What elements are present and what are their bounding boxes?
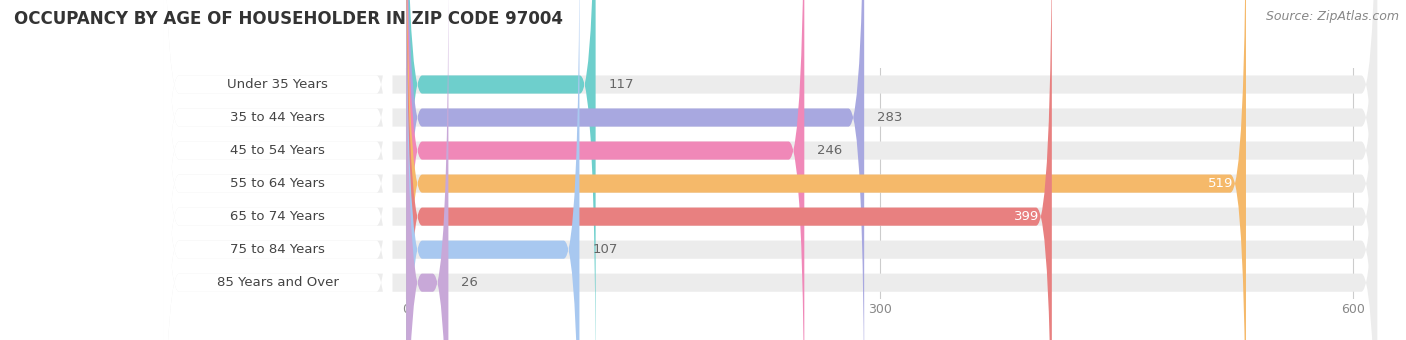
- FancyBboxPatch shape: [163, 0, 1376, 340]
- Text: Under 35 Years: Under 35 Years: [228, 78, 328, 91]
- Text: Source: ZipAtlas.com: Source: ZipAtlas.com: [1265, 10, 1399, 23]
- Text: 283: 283: [877, 111, 903, 124]
- FancyBboxPatch shape: [163, 0, 392, 340]
- FancyBboxPatch shape: [163, 0, 1376, 340]
- Text: 55 to 64 Years: 55 to 64 Years: [231, 177, 325, 190]
- Text: 75 to 84 Years: 75 to 84 Years: [231, 243, 325, 256]
- FancyBboxPatch shape: [163, 0, 1376, 340]
- FancyBboxPatch shape: [406, 0, 1246, 340]
- FancyBboxPatch shape: [406, 0, 804, 340]
- FancyBboxPatch shape: [163, 0, 392, 340]
- Text: OCCUPANCY BY AGE OF HOUSEHOLDER IN ZIP CODE 97004: OCCUPANCY BY AGE OF HOUSEHOLDER IN ZIP C…: [14, 10, 562, 28]
- FancyBboxPatch shape: [163, 0, 1376, 340]
- FancyBboxPatch shape: [163, 0, 392, 340]
- FancyBboxPatch shape: [406, 0, 1052, 340]
- Text: 399: 399: [1014, 210, 1039, 223]
- FancyBboxPatch shape: [406, 0, 579, 340]
- FancyBboxPatch shape: [163, 0, 1376, 340]
- Text: 246: 246: [817, 144, 842, 157]
- FancyBboxPatch shape: [406, 0, 865, 340]
- FancyBboxPatch shape: [163, 0, 392, 340]
- Text: 85 Years and Over: 85 Years and Over: [217, 276, 339, 289]
- FancyBboxPatch shape: [406, 0, 596, 340]
- FancyBboxPatch shape: [163, 0, 1376, 340]
- Text: 26: 26: [461, 276, 478, 289]
- Text: 35 to 44 Years: 35 to 44 Years: [231, 111, 325, 124]
- FancyBboxPatch shape: [163, 0, 392, 340]
- Text: 65 to 74 Years: 65 to 74 Years: [231, 210, 325, 223]
- FancyBboxPatch shape: [163, 0, 392, 340]
- FancyBboxPatch shape: [163, 0, 392, 340]
- Text: 117: 117: [609, 78, 634, 91]
- Text: 45 to 54 Years: 45 to 54 Years: [231, 144, 325, 157]
- FancyBboxPatch shape: [406, 0, 449, 340]
- Text: 519: 519: [1208, 177, 1233, 190]
- FancyBboxPatch shape: [163, 0, 1376, 340]
- Text: 107: 107: [592, 243, 617, 256]
